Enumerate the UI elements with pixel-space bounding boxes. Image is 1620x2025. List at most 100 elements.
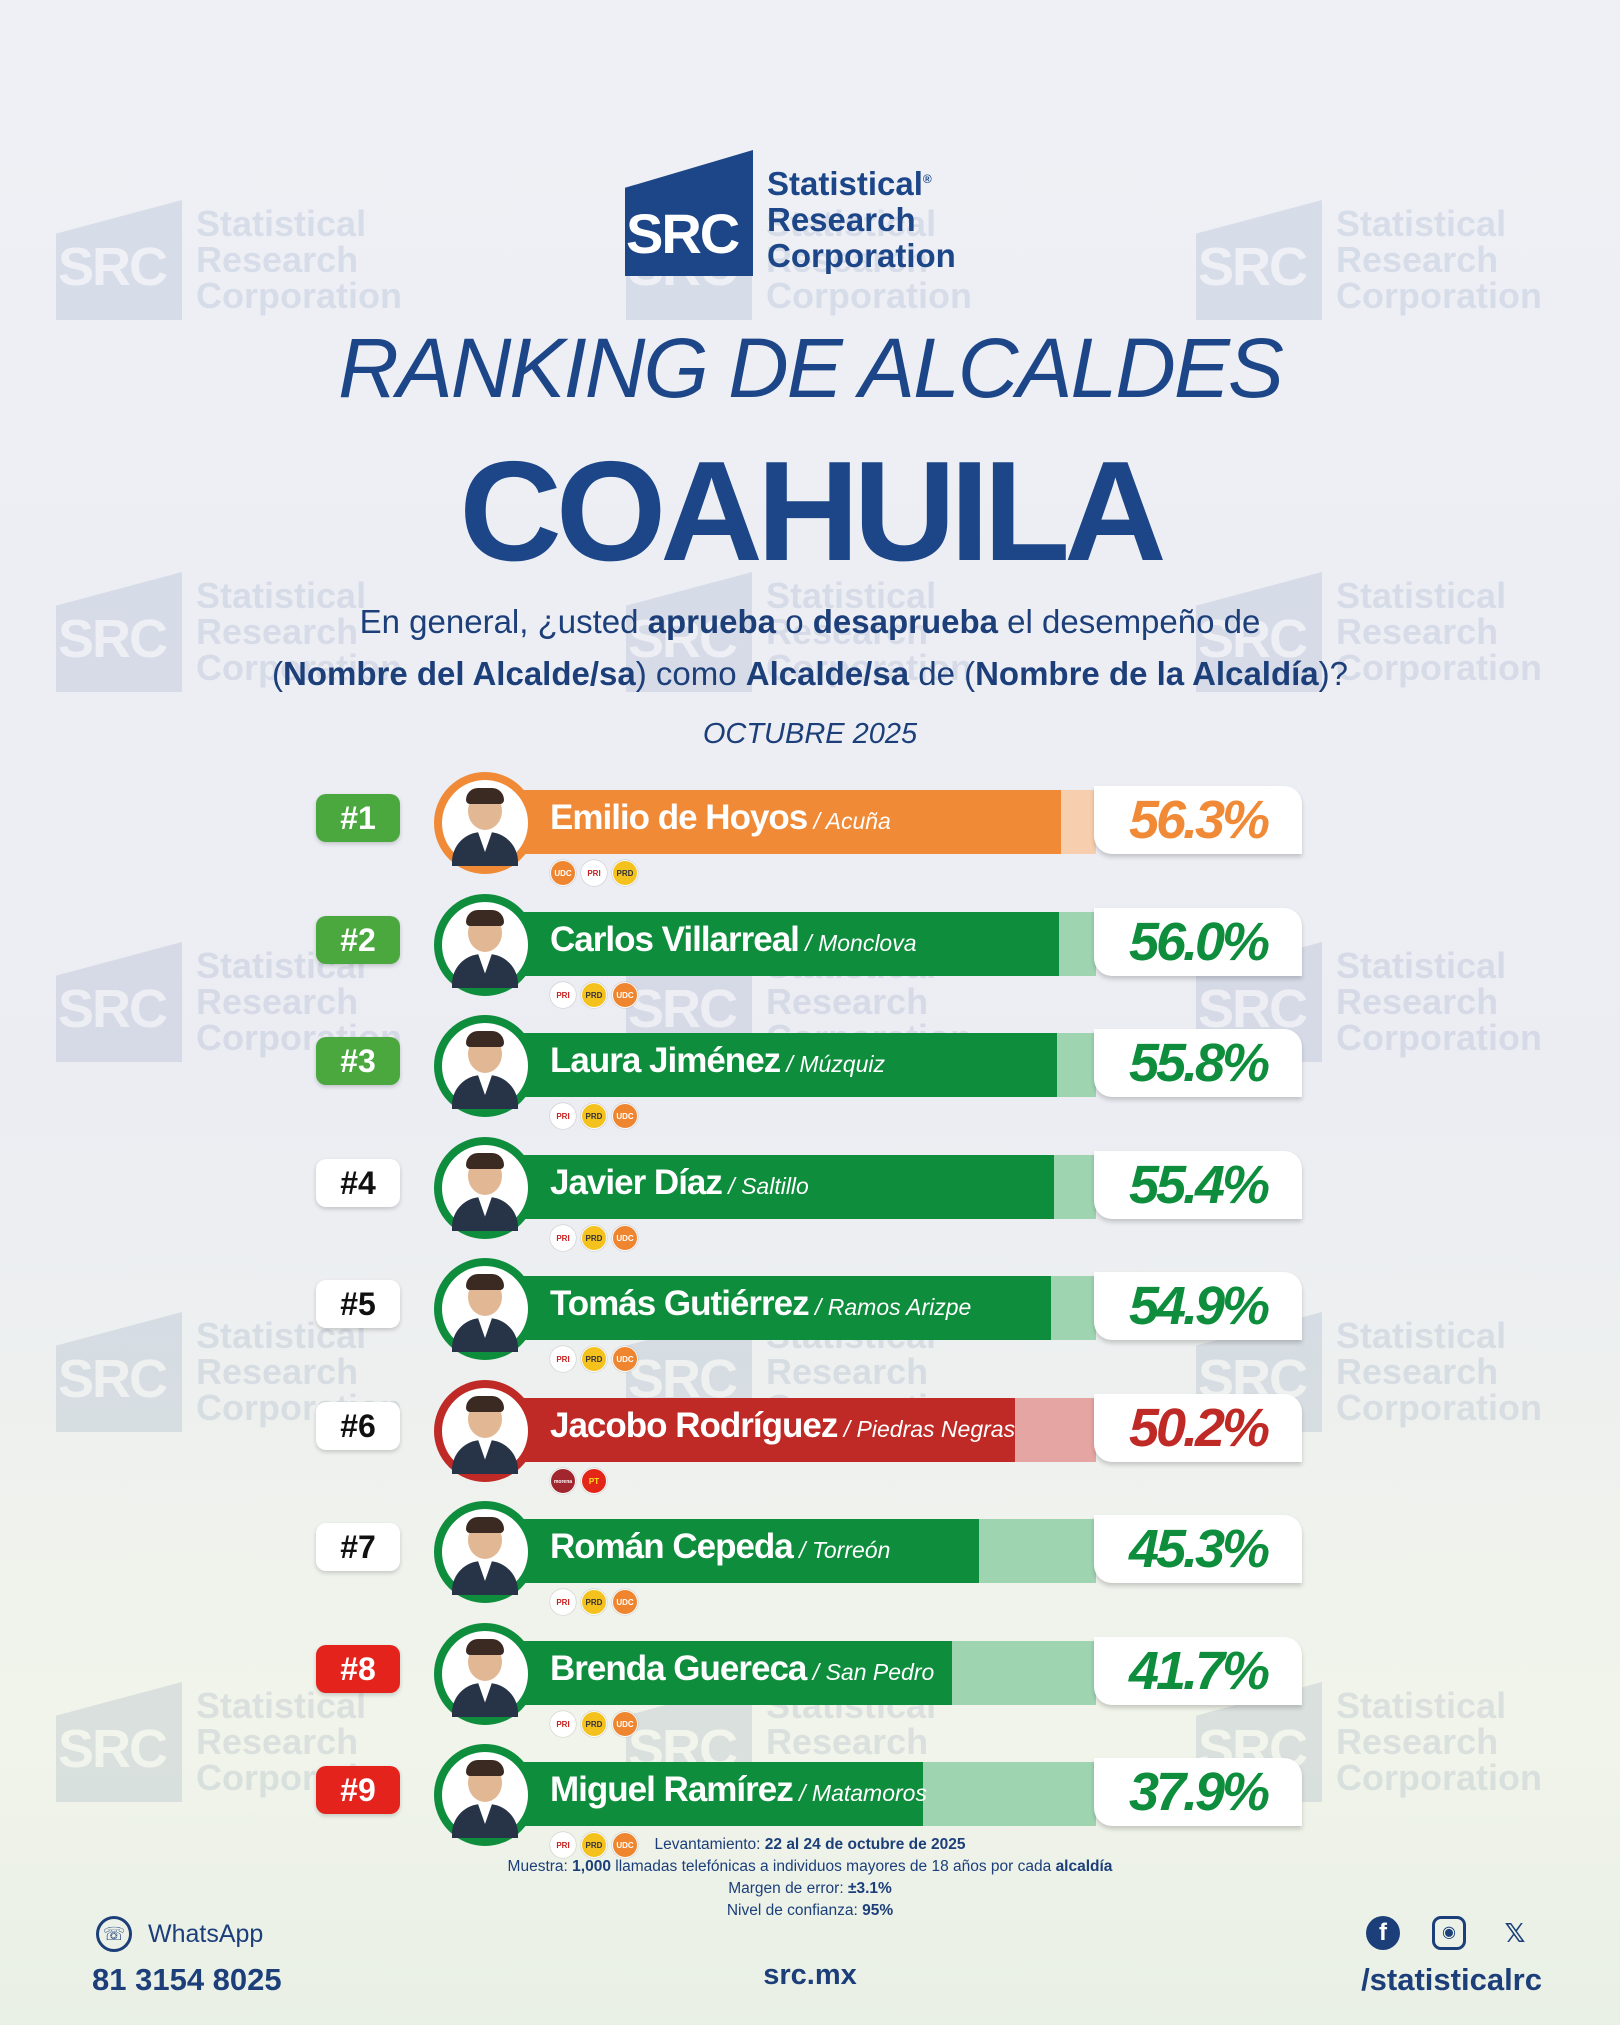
website-link[interactable]: src.mx <box>763 1959 857 1991</box>
watermark-mark: SRC <box>56 942 182 1062</box>
mayor-photo <box>434 1379 536 1482</box>
mayor-photo <box>434 1501 536 1603</box>
ranking-row: #6 Jacobo Rodríguez / Piedras Negras 50.2%… <box>0 1366 1620 1494</box>
party-logos: PRI PRD UDC <box>550 1103 638 1129</box>
watermark-line2: Research <box>1336 611 1499 652</box>
percentage-box <box>1094 1758 1302 1826</box>
watermark-line2: Research <box>766 239 929 280</box>
approval-percentage: 50.2% <box>1128 1397 1270 1458</box>
whatsapp-icon: ☏ <box>96 1916 132 1952</box>
party-logo-pri: PRI <box>550 1589 576 1615</box>
party-logo-prd: PRD <box>581 1832 607 1858</box>
watermark-line2: Research <box>196 1351 359 1392</box>
municipality: / Torreón <box>792 1537 891 1563</box>
party-logo-prd: PRD <box>581 981 607 1008</box>
bar-fill <box>500 1762 923 1826</box>
mayor-name-label: Javier Díaz / Saltillo <box>550 1163 809 1203</box>
mayor-photo <box>434 1744 536 1846</box>
q-text-2: o <box>776 603 813 640</box>
mayor-name: Brenda Guereca <box>550 1648 807 1688</box>
mayor-photo <box>434 893 536 996</box>
facebook-icon[interactable]: f <box>1366 1916 1400 1950</box>
watermark-line1: Statistical <box>1336 1315 1507 1356</box>
ranking-row: #2 Carlos Villarreal / Monclova 56.0% PRI PR… <box>0 880 1620 1008</box>
watermark-line3: Corporation <box>1336 1387 1542 1428</box>
rank-badge: #4 <box>316 1158 400 1207</box>
watermark-line2: Research <box>1336 1351 1499 1392</box>
watermark-line3: Corporation <box>766 647 972 688</box>
social-block: f ◉ 𝕏 /statisticalrc <box>1352 1916 1542 1998</box>
party-logo-pri: PRI <box>550 1710 576 1737</box>
approval-percentage: 37.9% <box>1128 1762 1270 1822</box>
mayor-photo <box>434 1622 536 1725</box>
q-text-7: )? <box>1318 655 1348 692</box>
ranking-row: #4 Javier Díaz / Saltillo 55.4% PRI PRD UDC <box>0 1123 1620 1251</box>
watermark-line1: Statistical <box>196 203 367 244</box>
percentage-box <box>1094 907 1302 976</box>
instagram-icon[interactable]: ◉ <box>1432 1916 1466 1950</box>
party-logo-pri: PRI <box>550 1103 576 1129</box>
bar-fill <box>500 1033 1057 1097</box>
avatar-hair <box>466 909 504 926</box>
watermark-abbr: SRC <box>58 237 168 297</box>
mayor-photo <box>434 1015 536 1117</box>
rank-badge: #1 <box>316 794 400 842</box>
ranking-row: #7 Román Cepeda / Torreón 45.3% PRI PRD UDC <box>0 1487 1620 1615</box>
whatsapp-link[interactable]: ☏ WhatsApp <box>96 1916 282 1952</box>
survey-date: OCTUBRE 2025 <box>702 718 918 750</box>
watermark-line1: Statistical <box>1336 203 1507 244</box>
percentage-box <box>1094 1150 1302 1219</box>
percentage-box <box>1094 1029 1302 1097</box>
mayor-name: Tomás Gutiérrez <box>550 1284 810 1323</box>
avatar-hair <box>466 1638 504 1655</box>
q-bold-nombre-alcalde: Nombre del Alcalde/sa <box>283 655 636 692</box>
watermark-line2: Research <box>1336 981 1499 1022</box>
note-sample-text: llamadas telefónicas a individuos mayore… <box>610 1858 1056 1875</box>
watermark-line3: Corporation <box>766 275 972 316</box>
watermark-line3: Corporation <box>196 275 402 316</box>
mayor-name-label: Brenda Guereca / San Pedro <box>550 1649 934 1689</box>
watermark-line1: Statistical <box>1336 945 1507 986</box>
watermark-line1: Statistical <box>1336 1685 1507 1726</box>
mayor-name-label: Jacobo Rodríguez / Piedras Negras <box>550 1406 1015 1446</box>
avatar-hair <box>466 1517 504 1533</box>
whatsapp-label: WhatsApp <box>148 1919 264 1948</box>
social-handle[interactable]: /statisticalrc <box>1361 1962 1542 1997</box>
party-logo-prd: PRD <box>581 1589 607 1615</box>
party-logo-morena: morena <box>550 1467 576 1494</box>
watermark-line2: Research <box>196 611 359 652</box>
ranking-row: #5 Tomás Gutiérrez / Ramos Arizpe 54.9% PRI… <box>0 1244 1620 1372</box>
logo-mark: SRC <box>625 150 753 276</box>
page-title: COAHUILA <box>459 432 1166 591</box>
mayor-name: Carlos Villarreal <box>550 919 800 959</box>
watermark-line2: Research <box>766 981 929 1022</box>
percentage-box <box>1094 786 1302 854</box>
q-bold-nombre-alcaldia: Nombre de la Alcaldía <box>975 655 1319 692</box>
party-logos: morena PT <box>550 1467 607 1494</box>
municipality: / Ramos Arizpe <box>808 1294 972 1320</box>
percentage-box <box>1094 1636 1302 1705</box>
x-icon[interactable]: 𝕏 <box>1504 1918 1526 1948</box>
watermark-line3: Corporation <box>1336 647 1542 688</box>
watermark-line1: Statistical <box>196 575 367 616</box>
note-error-value: ±3.1% <box>847 1880 892 1897</box>
approval-percentage: 56.0% <box>1128 911 1270 972</box>
bar-fill <box>500 1276 1051 1340</box>
rank-badge: #5 <box>316 1280 400 1328</box>
watermark-line1: Statistical <box>1336 575 1507 616</box>
mayor-photo <box>434 1258 536 1360</box>
phone-number[interactable]: 81 3154 8025 <box>92 1962 282 1997</box>
watermark-abbr: SRC <box>628 979 738 1039</box>
party-logo-udc: UDC <box>612 981 638 1008</box>
watermark-abbr: SRC <box>628 609 738 669</box>
watermark-abbr: SRC <box>1198 237 1308 297</box>
logo-wordmark: Statistical® Research Corporation <box>767 161 956 276</box>
